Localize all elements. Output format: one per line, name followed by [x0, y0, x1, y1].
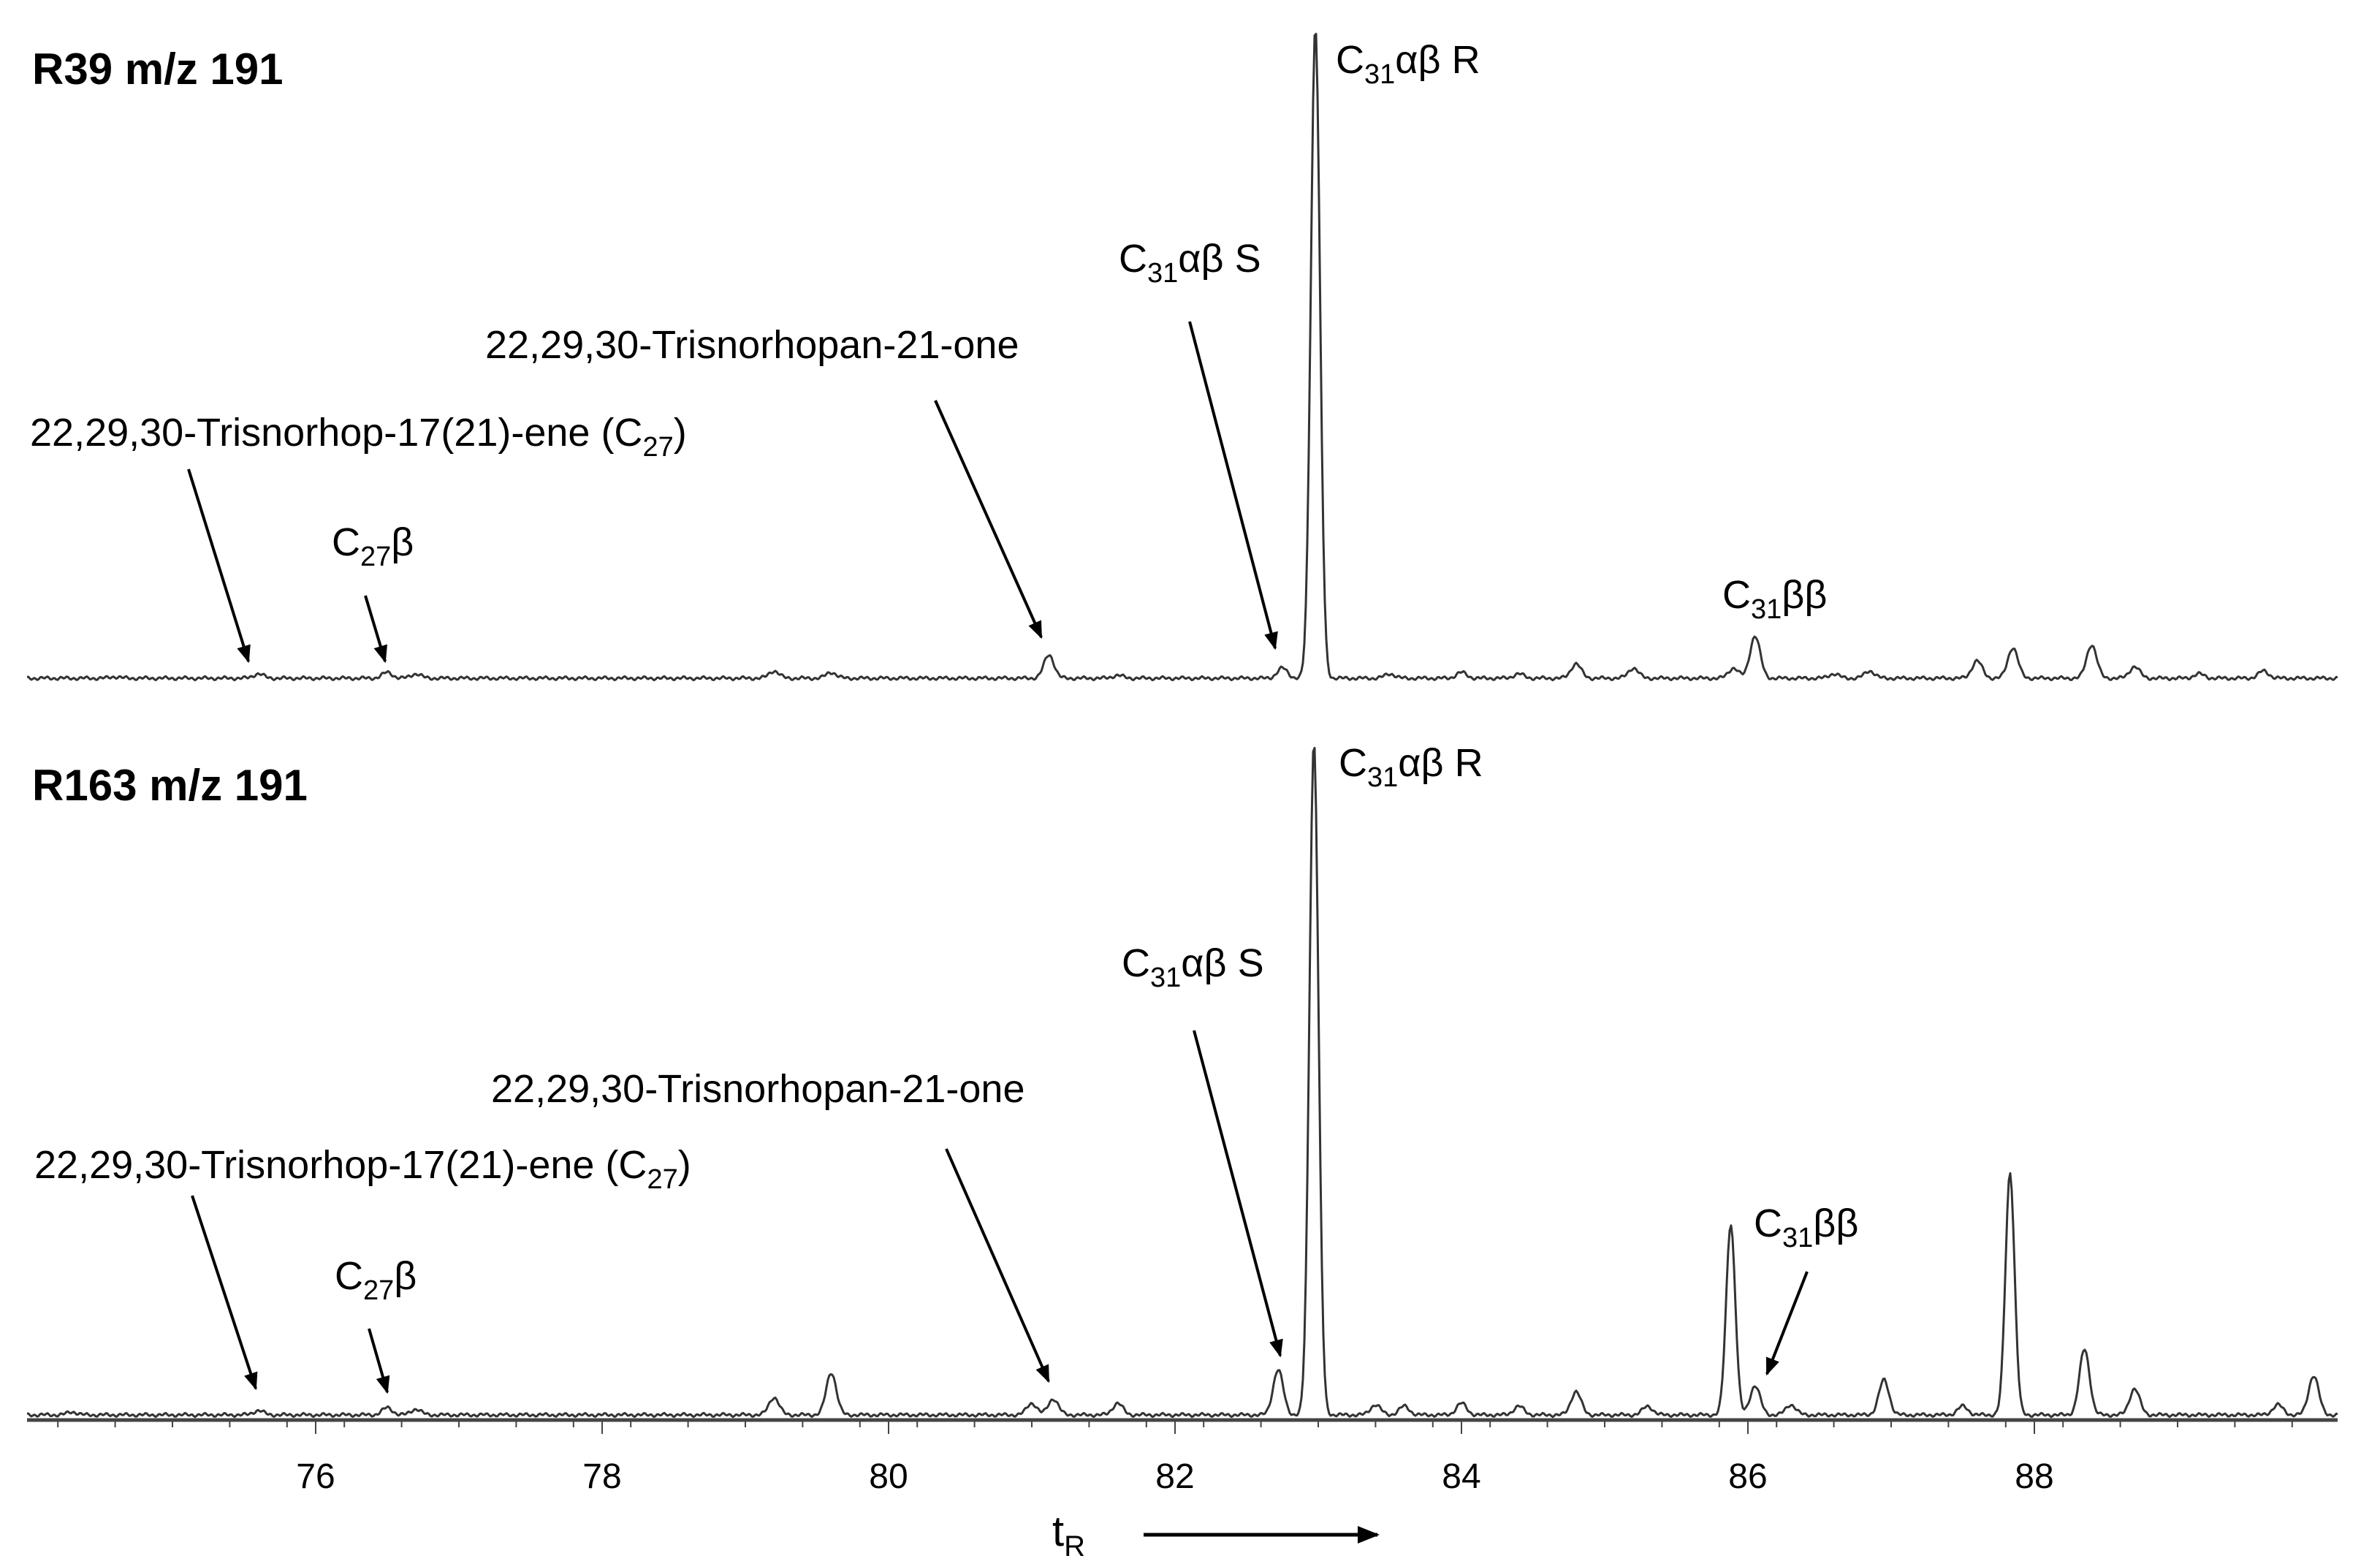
x-tick-label: 88 — [2015, 1457, 2053, 1496]
bottom-arrows — [191, 1030, 1809, 1394]
peak-label: C31αβ S — [1119, 237, 1261, 289]
peak-label: 22,29,30-Trisnorhopan-21-one — [485, 323, 1019, 367]
top-chromatogram: C31αβ R C31αβ S 22,29,30-Trisnorhopan-21-o… — [26, 32, 2338, 682]
pointer-arrow — [191, 1195, 258, 1391]
pointer-arrow — [368, 1328, 390, 1394]
peak-label: C31αβ R — [1339, 741, 1483, 793]
peak-label: C31αβ S — [1122, 941, 1264, 993]
bottom-annotations: C31αβ R C31αβ S 22,29,30-Trisnorhopan-21-o… — [34, 741, 1858, 1306]
top-arrows — [187, 321, 1278, 664]
pointer-arrow — [1765, 1271, 1809, 1376]
x-tick-label: 84 — [1442, 1457, 1480, 1496]
x-axis-ticks: 76 78 80 82 84 86 88 — [57, 1420, 2293, 1496]
pointer-arrow — [187, 468, 251, 664]
peak-label: 22,29,30-Trisnorhop-17(21)-ene (C27) — [30, 411, 687, 463]
x-tick-label: 76 — [296, 1457, 335, 1496]
peak-label: C31ββ — [1754, 1202, 1858, 1253]
x-tick-label: 82 — [1155, 1457, 1194, 1496]
pointer-arrow — [364, 595, 387, 664]
pointer-arrow — [934, 400, 1043, 639]
peak-label: C27β — [335, 1254, 417, 1306]
top-annotations: C31αβ R C31αβ S 22,29,30-Trisnorhopan-21-o… — [30, 38, 1827, 625]
peak-label: 22,29,30-Trisnorhopan-21-one — [491, 1067, 1024, 1111]
x-tick-label: 80 — [869, 1457, 908, 1496]
bottom-chart-title: R163 m/z 191 — [32, 761, 308, 810]
peak-label: 22,29,30-Trisnorhop-17(21)-ene (C27) — [34, 1143, 691, 1195]
peak-label: C31αβ R — [1336, 38, 1480, 90]
peak-label: C31ββ — [1722, 573, 1827, 625]
bottom-chromatogram: C31αβ R C31αβ S 22,29,30-Trisnorhopan-21-o… — [26, 741, 2338, 1419]
peak-label: C27β — [332, 520, 414, 572]
x-tick-label: 78 — [582, 1457, 621, 1496]
pointer-arrow — [1188, 321, 1278, 650]
pointer-arrow — [1193, 1030, 1283, 1358]
x-tick-label: 86 — [1728, 1457, 1767, 1496]
bottom-trace-line — [26, 746, 2338, 1419]
top-trace-line — [26, 32, 2338, 682]
x-axis: 76 78 80 82 84 86 88 tR — [27, 1418, 2338, 1563]
axis-label-tr: tR — [1052, 1508, 1085, 1563]
top-chart-title: R39 m/z 191 — [32, 45, 284, 94]
pointer-arrow — [945, 1148, 1050, 1383]
